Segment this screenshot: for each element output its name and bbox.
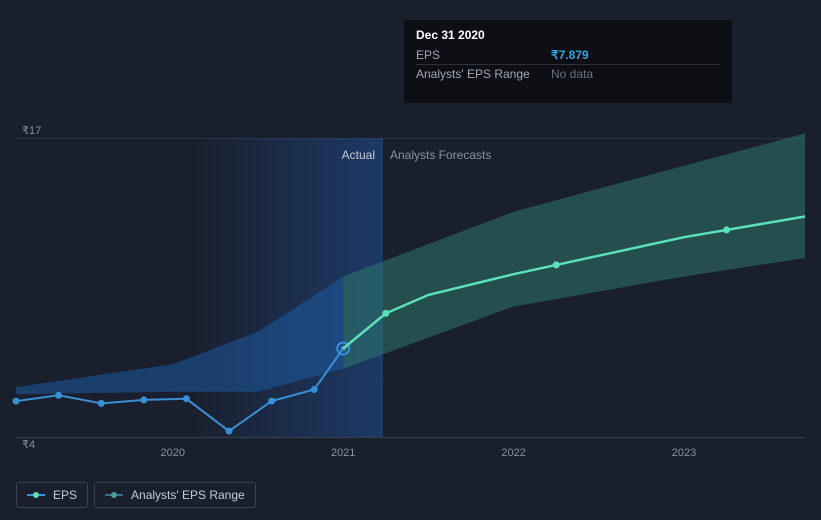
tooltip-row-eps: EPS ₹7.879 — [416, 46, 720, 65]
x-tick: 2022 — [501, 447, 525, 459]
tooltip-label: EPS — [416, 48, 551, 62]
legend-item-eps[interactable]: EPS — [16, 482, 88, 508]
tooltip-row-range: Analysts' EPS Range No data — [416, 65, 720, 83]
eps-chart: ₹17 ₹4 Actual Analysts Forecasts 2020202… — [16, 0, 805, 520]
y-axis-label-top: ₹17 — [22, 124, 41, 137]
x-tick: 2020 — [161, 447, 185, 459]
plot-area[interactable]: ₹17 ₹4 Actual Analysts Forecasts 2020202… — [16, 138, 805, 438]
tooltip-value-nodata: No data — [551, 67, 593, 81]
legend-label: EPS — [53, 488, 77, 502]
range-band-actual — [16, 277, 343, 395]
legend-label: Analysts' EPS Range — [131, 488, 245, 502]
tooltip-label: Analysts' EPS Range — [416, 67, 551, 81]
y-axis-label-bottom: ₹4 — [22, 438, 35, 451]
x-tick: 2023 — [672, 447, 696, 459]
chart-svg — [16, 138, 805, 438]
legend-swatch — [105, 490, 123, 500]
tooltip-date: Dec 31 2020 — [416, 28, 720, 42]
chart-tooltip: Dec 31 2020 EPS ₹7.879 Analysts' EPS Ran… — [404, 20, 732, 103]
chart-legend: EPS Analysts' EPS Range — [16, 482, 256, 508]
x-tick: 2021 — [331, 447, 355, 459]
tooltip-value: ₹7.879 — [551, 48, 589, 62]
range-band-forecast — [343, 133, 805, 368]
legend-swatch — [27, 490, 45, 500]
legend-item-eps-range[interactable]: Analysts' EPS Range — [94, 482, 256, 508]
